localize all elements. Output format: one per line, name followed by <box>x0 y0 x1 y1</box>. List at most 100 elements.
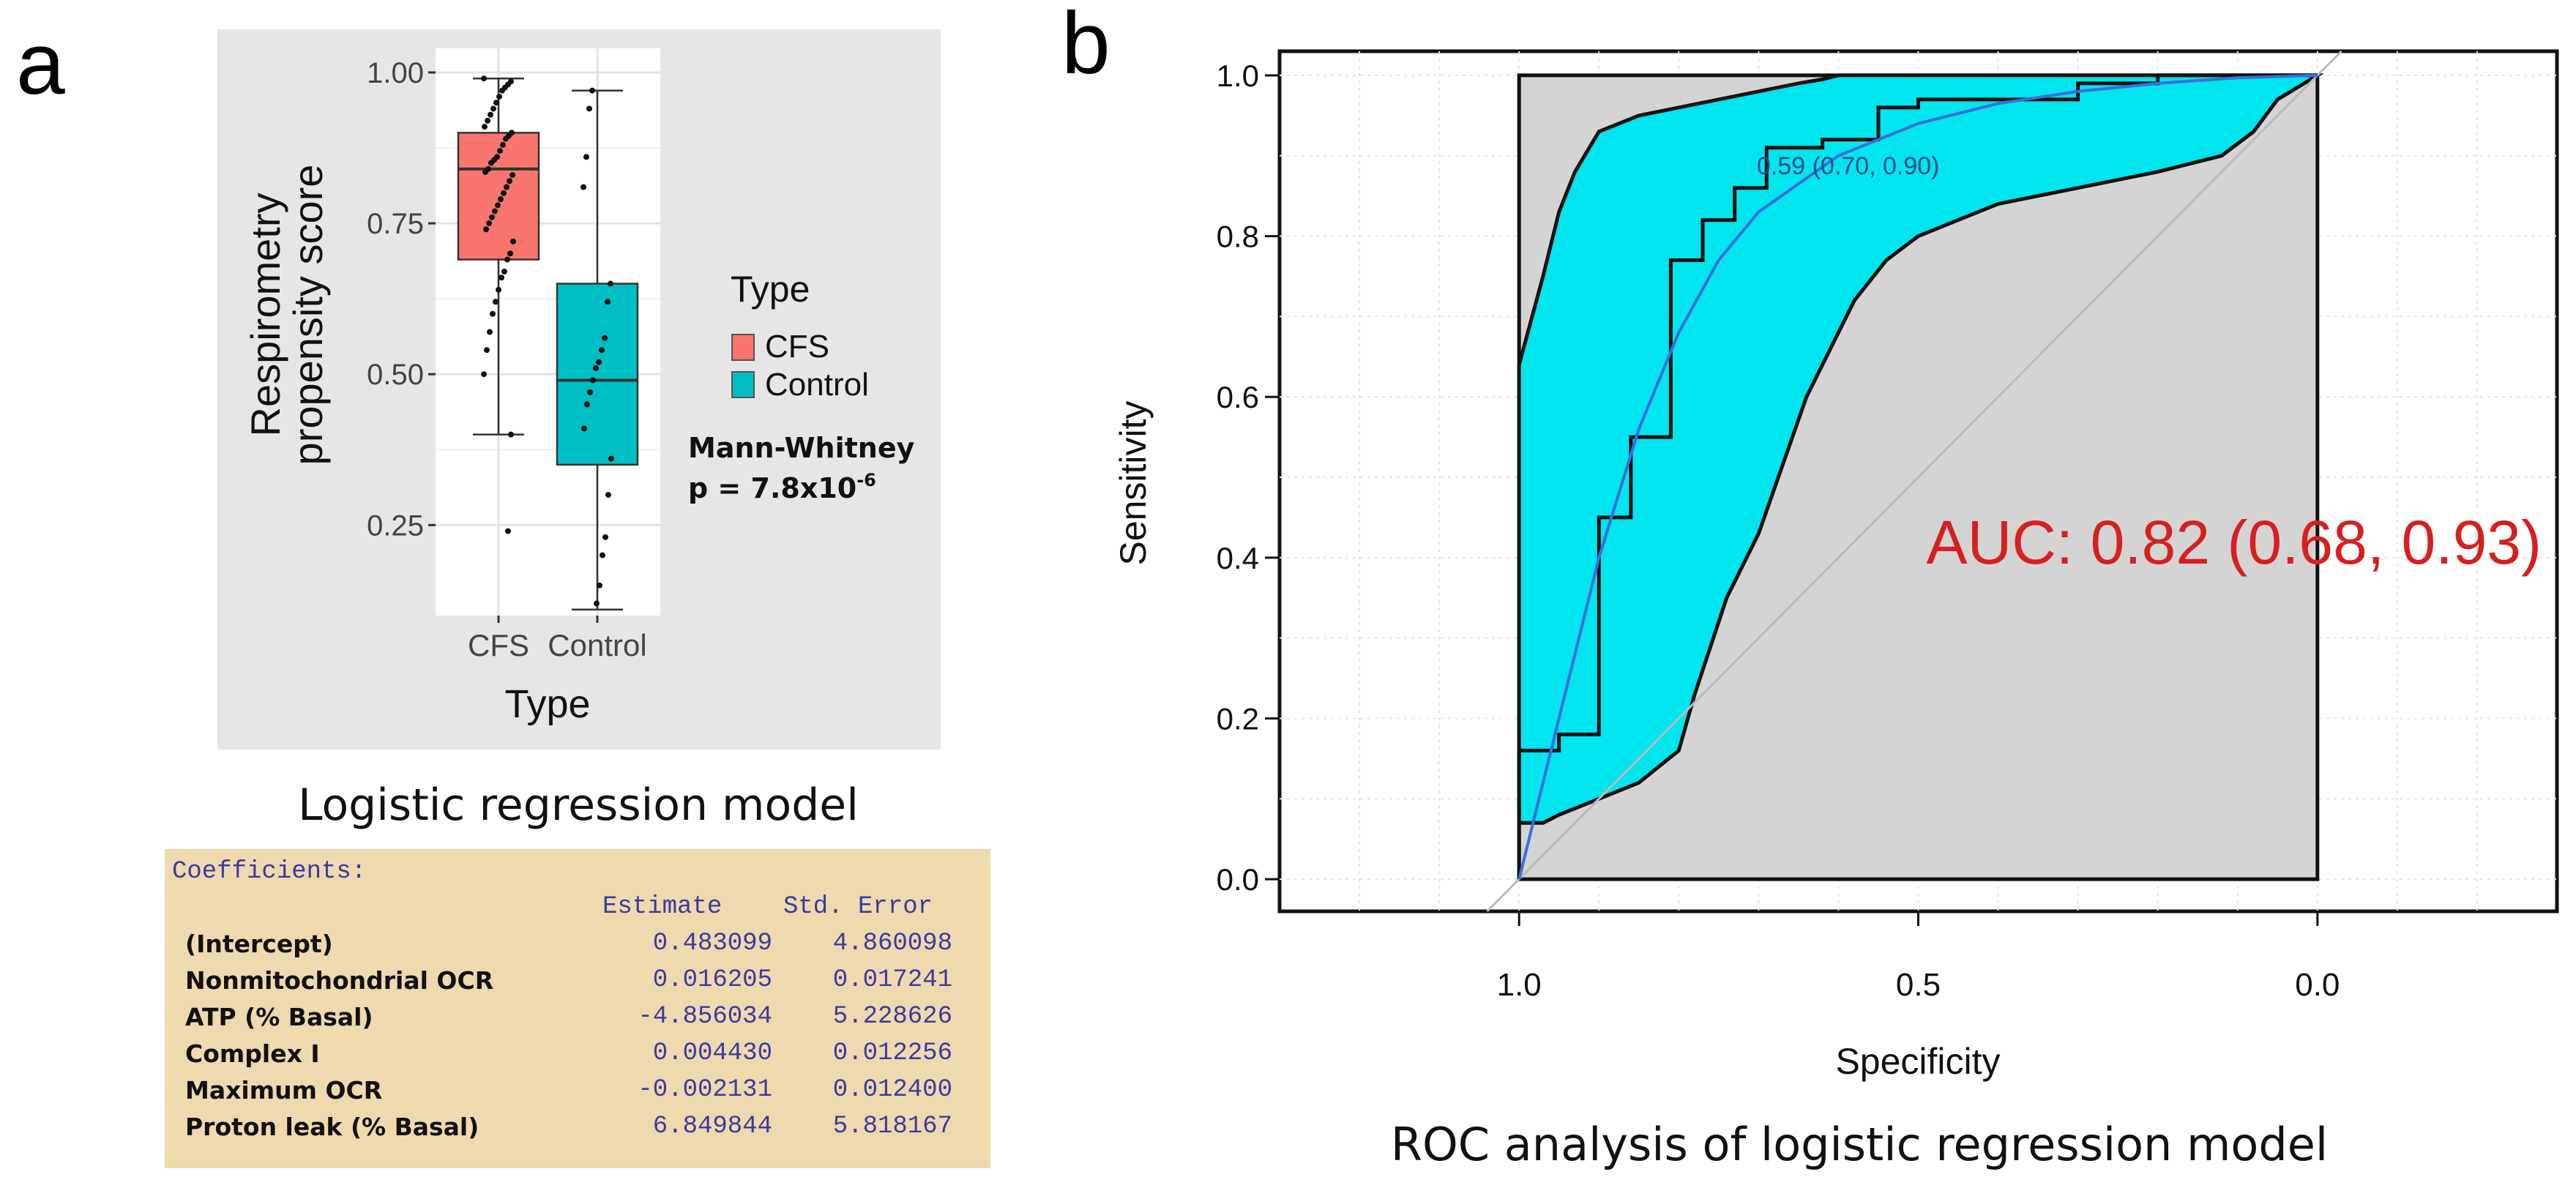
test-name-annotation: Mann-Whitney <box>688 432 915 464</box>
data-point <box>481 75 487 82</box>
panel-label-b: b <box>1061 0 1110 92</box>
x-tick-label: CFS <box>468 628 529 662</box>
coef-std-error: 5.818167 <box>832 1113 952 1140</box>
roc-x-axis-label: Specificity <box>1835 1041 2000 1082</box>
roc-smoothed-curve <box>1517 73 2318 880</box>
data-point <box>493 100 499 106</box>
legend: Type CFS Control <box>731 269 869 403</box>
data-point <box>499 274 504 281</box>
box-y-axis-label-line1: Respirometry <box>242 193 288 437</box>
data-point <box>587 389 593 395</box>
data-point <box>508 431 514 438</box>
legend-title: Type <box>731 269 810 310</box>
data-point <box>602 534 608 540</box>
y-tick-label: 0.50 <box>367 359 424 391</box>
data-point <box>496 286 501 293</box>
y-tick-label: 0.6 <box>1217 380 1259 414</box>
data-point <box>605 299 611 305</box>
roc-auc-label: AUC: 0.82 (0.68, 0.93) <box>1927 508 2542 577</box>
logistic-model-title: Logistic regression model <box>298 780 859 831</box>
data-point <box>596 359 602 365</box>
data-point <box>503 135 509 142</box>
data-point <box>602 335 608 341</box>
data-point <box>498 196 504 203</box>
p-value-base: p = 7.8x10 <box>688 472 856 504</box>
y-tick-label: 0.25 <box>367 509 424 542</box>
p-value-exponent: -6 <box>856 470 876 490</box>
box-plot: 0.25 0.50 0.75 1.00 CFS Control Respirometry… <box>217 29 941 750</box>
data-point <box>581 425 587 432</box>
data-point <box>486 220 492 227</box>
x-tick-label: 0.0 <box>2295 967 2340 1003</box>
data-point <box>600 552 605 558</box>
x-tick-label: 1.0 <box>1497 967 1542 1003</box>
coefficients-title: Coefficients: <box>172 858 367 886</box>
data-point <box>488 160 494 166</box>
data-point <box>608 280 613 287</box>
data-point <box>589 87 595 94</box>
y-tick-label: 0.8 <box>1217 220 1259 254</box>
data-point <box>586 105 592 112</box>
std-error-header: Std. Error <box>783 893 933 921</box>
coef-std-error: 0.012400 <box>832 1076 952 1104</box>
table-row: ATP (% Basal) -4.856034 5.228626 <box>185 1003 983 1039</box>
data-point <box>605 492 611 498</box>
coef-std-error: 4.860098 <box>832 930 952 957</box>
coef-std-error: 0.017241 <box>832 966 952 994</box>
legend-key-cfs <box>731 334 755 361</box>
coef-estimate: 0.016205 <box>652 966 772 994</box>
data-point <box>583 154 589 160</box>
coef-estimate: 0.004430 <box>652 1039 772 1067</box>
box-x-axis-label: Type <box>504 682 590 726</box>
data-point <box>490 105 496 112</box>
coef-name: Nonmitochondrial OCR <box>185 966 494 995</box>
data-point <box>484 347 490 354</box>
y-tick-label: 1.00 <box>367 57 424 89</box>
data-point <box>482 169 488 176</box>
data-point <box>493 299 499 305</box>
data-point <box>495 202 501 209</box>
data-point <box>497 148 503 154</box>
coefficients-table: Coefficients: Estimate Std. Error (Inter… <box>165 849 990 1168</box>
data-point <box>504 256 510 263</box>
data-point <box>590 377 596 384</box>
data-point <box>509 172 515 179</box>
y-tick-label: 1.0 <box>1217 59 1259 93</box>
roc-diagonal-reference <box>1486 50 2342 913</box>
estimate-header: Estimate <box>602 893 723 921</box>
data-point <box>584 401 590 408</box>
y-tick-label: 0.0 <box>1217 862 1259 897</box>
data-point <box>499 87 505 94</box>
data-point <box>492 208 498 214</box>
data-point <box>483 226 489 233</box>
data-point <box>487 329 493 335</box>
data-point <box>599 347 605 354</box>
data-point <box>507 250 513 257</box>
data-point <box>481 371 487 378</box>
data-point <box>608 455 614 462</box>
table-row: (Intercept) 0.483099 4.860098 <box>185 930 983 966</box>
roc-plot: 0.0 0.2 0.4 0.6 0.8 1.0 1.0 0.5 0.0 0.59 (0.70,… <box>1113 49 2559 1171</box>
y-tick-label: 0.2 <box>1217 701 1259 736</box>
roc-y-axis-label: Sensitivity <box>1113 400 1154 565</box>
p-value-annotation: p = 7.8x10-6 <box>688 470 876 504</box>
data-point <box>490 310 496 317</box>
coef-name: (Intercept) <box>185 930 333 958</box>
coef-std-error: 0.012256 <box>832 1039 952 1067</box>
data-point <box>507 178 512 184</box>
coef-std-error: 5.228626 <box>832 1003 952 1031</box>
legend-item-control: Control <box>765 367 869 403</box>
coef-estimate: 6.849844 <box>652 1113 772 1140</box>
y-tick-label: 0.75 <box>367 208 424 240</box>
coef-name: Proton leak (% Basal) <box>185 1113 479 1141</box>
box-control <box>556 283 639 466</box>
coef-name: Maximum OCR <box>185 1076 383 1105</box>
data-point <box>510 238 516 244</box>
x-tick-label: Control <box>548 628 646 662</box>
coef-estimate: 0.483099 <box>652 930 772 957</box>
data-point <box>597 582 602 589</box>
data-point <box>496 93 502 100</box>
data-point <box>501 190 507 196</box>
roc-chart-title: ROC analysis of logistic regression mode… <box>1391 1118 2328 1171</box>
